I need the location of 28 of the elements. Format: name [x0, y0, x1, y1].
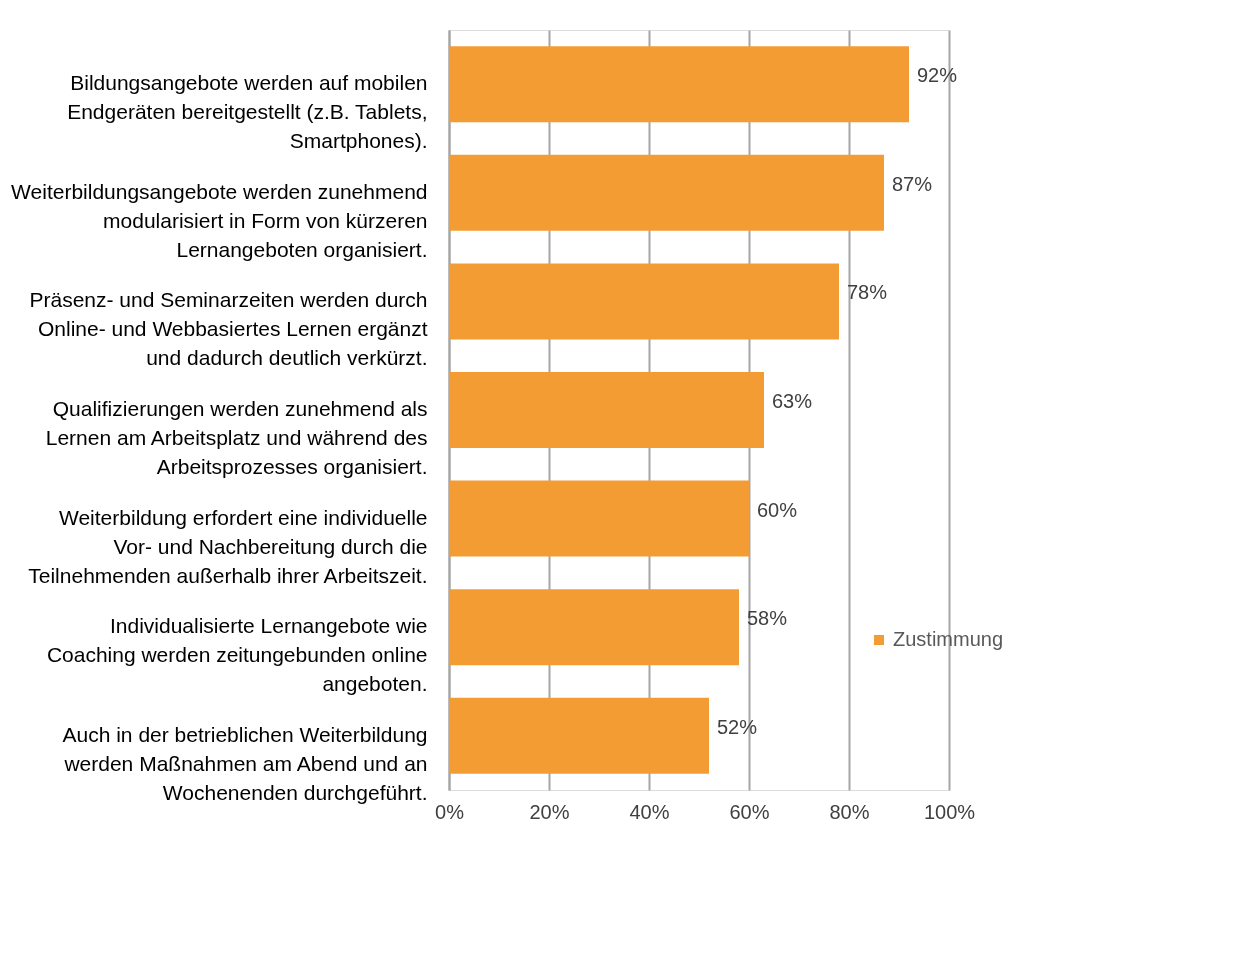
y-tick-label: Weiterbildungsangebote werden zunehmend modularisiert in Form von kürzeren Lernangeboten organisiert.	[11, 179, 428, 261]
x-tick-label: 100%	[923, 800, 976, 823]
bar	[449, 46, 909, 123]
bar	[449, 154, 884, 231]
data-label: 63%	[772, 390, 813, 412]
data-label: 78%	[847, 281, 888, 304]
y-tick-label: Auch in der betrieblichen Weiterbildung werden Maßnahmen am Abend und an Wochenenden durchgeführt.	[62, 722, 428, 804]
bar	[449, 589, 739, 666]
x-tick-label: 80%	[829, 800, 870, 823]
data-label: 92%	[917, 64, 958, 87]
x-tick-label: 60%	[729, 800, 770, 823]
y-tick-label: Weiterbildung erfordert eine individuelle Vor- und Nachbereitung durch die Teilnehmenden außerhalb ihrer Arbeitszeit.	[28, 505, 428, 587]
bar	[449, 480, 749, 557]
y-tick-label: Bildungsangebote werden auf mobilen Endgeräten bereitgestellt (z.B. Tablets, Smartphones).	[67, 71, 428, 153]
data-label: 60%	[757, 498, 798, 521]
bar	[449, 697, 709, 774]
x-tick-label: 40%	[629, 800, 670, 823]
data-label: 87%	[892, 172, 933, 195]
bar	[449, 372, 764, 448]
x-tick-label: 20%	[529, 800, 570, 823]
legend-label: Zustimmung	[893, 628, 1004, 650]
bar	[449, 263, 839, 340]
y-tick-label: Individualisierte Lernangebote wie Coaching werden zeitungebunden online angeboten.	[46, 614, 428, 696]
x-tick-label: 0%	[435, 800, 465, 823]
y-tick-label: Präsenz- und Seminarzeiten werden durch Online- und Webbasiertes Lernen ergänzt und dadurch deutlich verkürzt.	[29, 288, 428, 370]
y-tick-label: Qualifizierungen werden zunehmend als Lernen am Arbeitsplatz und während des Arbeitsprozesses organisiert.	[45, 397, 428, 478]
data-label: 52%	[717, 715, 758, 738]
data-label: 58%	[747, 607, 788, 630]
